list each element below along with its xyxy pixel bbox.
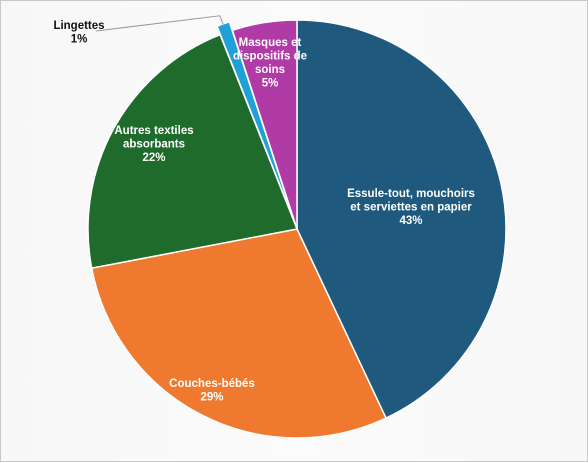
data-label-category: Couches-bébés [169, 378, 255, 390]
data-label-category: absorbants [123, 139, 185, 151]
data-label-category: et serviettes en papier [350, 202, 472, 214]
data-label-category: soins [255, 64, 285, 76]
data-label-category: dispositifs de [233, 51, 307, 63]
data-label-category: Masques et [239, 37, 302, 49]
pie-slice-couches-bebes [90, 228, 387, 439]
data-label-category: Essule-tout, mouchoirs [347, 188, 475, 200]
data-label-value: 22% [142, 152, 165, 164]
data-label-category: Lingettes [53, 20, 104, 32]
data-label-value: 29% [200, 392, 223, 404]
data-label-essuie-tout: Essule-tout, mouchoirs et serviettes en p… [347, 188, 475, 227]
pie-slice-essuie-tout [296, 19, 507, 420]
data-label-couches-bebes: Couches-bébés 29% [169, 378, 255, 404]
data-label-value: 5% [262, 78, 279, 90]
pie-slice-autres-textiles [87, 33, 299, 270]
data-label-lingettes: Lingettes 1% [53, 15, 225, 46]
data-label-category: Autres textiles [114, 125, 193, 137]
leader-line-lingettes [95, 15, 225, 32]
pie-slice-masques [231, 19, 298, 230]
data-label-value: 1% [71, 34, 88, 46]
data-label-value: 43% [399, 215, 422, 227]
